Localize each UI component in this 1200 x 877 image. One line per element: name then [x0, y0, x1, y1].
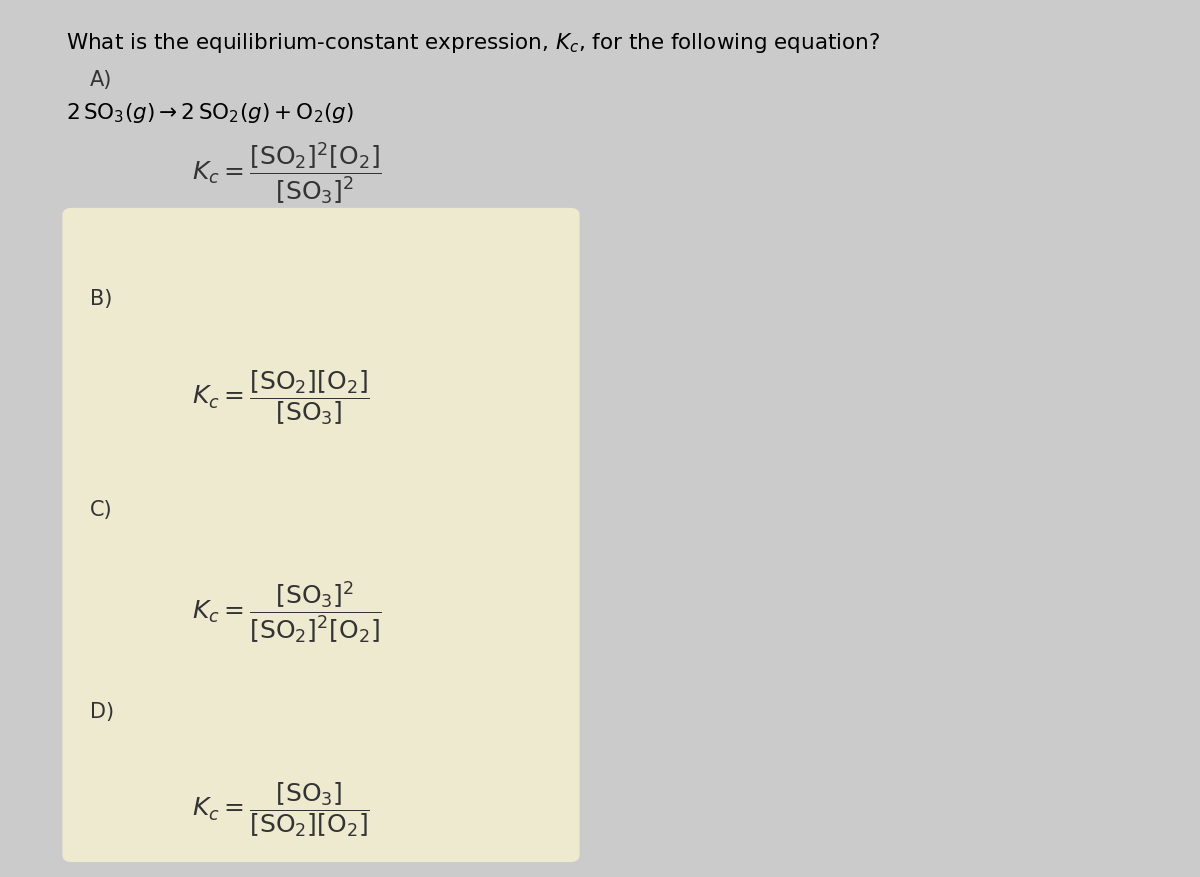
- Text: $2\,\mathrm{SO_3}(g) \rightarrow 2\,\mathrm{SO_2}(g) + \mathrm{O_2}(g)$: $2\,\mathrm{SO_3}(g) \rightarrow 2\,\mat…: [66, 101, 354, 125]
- Text: $K_c = \dfrac{[\mathrm{SO_2}]^2[\mathrm{O_2}]}{[\mathrm{SO_3}]^2}$: $K_c = \dfrac{[\mathrm{SO_2}]^2[\mathrm{…: [192, 140, 382, 206]
- FancyBboxPatch shape: [62, 208, 580, 862]
- Text: A): A): [90, 70, 113, 90]
- Text: B): B): [90, 289, 113, 310]
- Text: $K_c = \dfrac{[\mathrm{SO_3}]}{[\mathrm{SO_2}][\mathrm{O_2}]}$: $K_c = \dfrac{[\mathrm{SO_3}]}{[\mathrm{…: [192, 781, 370, 838]
- Text: $K_c = \dfrac{[\mathrm{SO_2}][\mathrm{O_2}]}{[\mathrm{SO_3}]}$: $K_c = \dfrac{[\mathrm{SO_2}][\mathrm{O_…: [192, 368, 370, 426]
- Text: What is the equilibrium-constant expression, $K_c$, for the following equation?: What is the equilibrium-constant express…: [66, 31, 881, 54]
- Text: C): C): [90, 500, 113, 520]
- Text: $K_c = \dfrac{[\mathrm{SO_3}]^2}{[\mathrm{SO_2}]^2[\mathrm{O_2}]}$: $K_c = \dfrac{[\mathrm{SO_3}]^2}{[\mathr…: [192, 579, 382, 645]
- Text: D): D): [90, 702, 114, 722]
